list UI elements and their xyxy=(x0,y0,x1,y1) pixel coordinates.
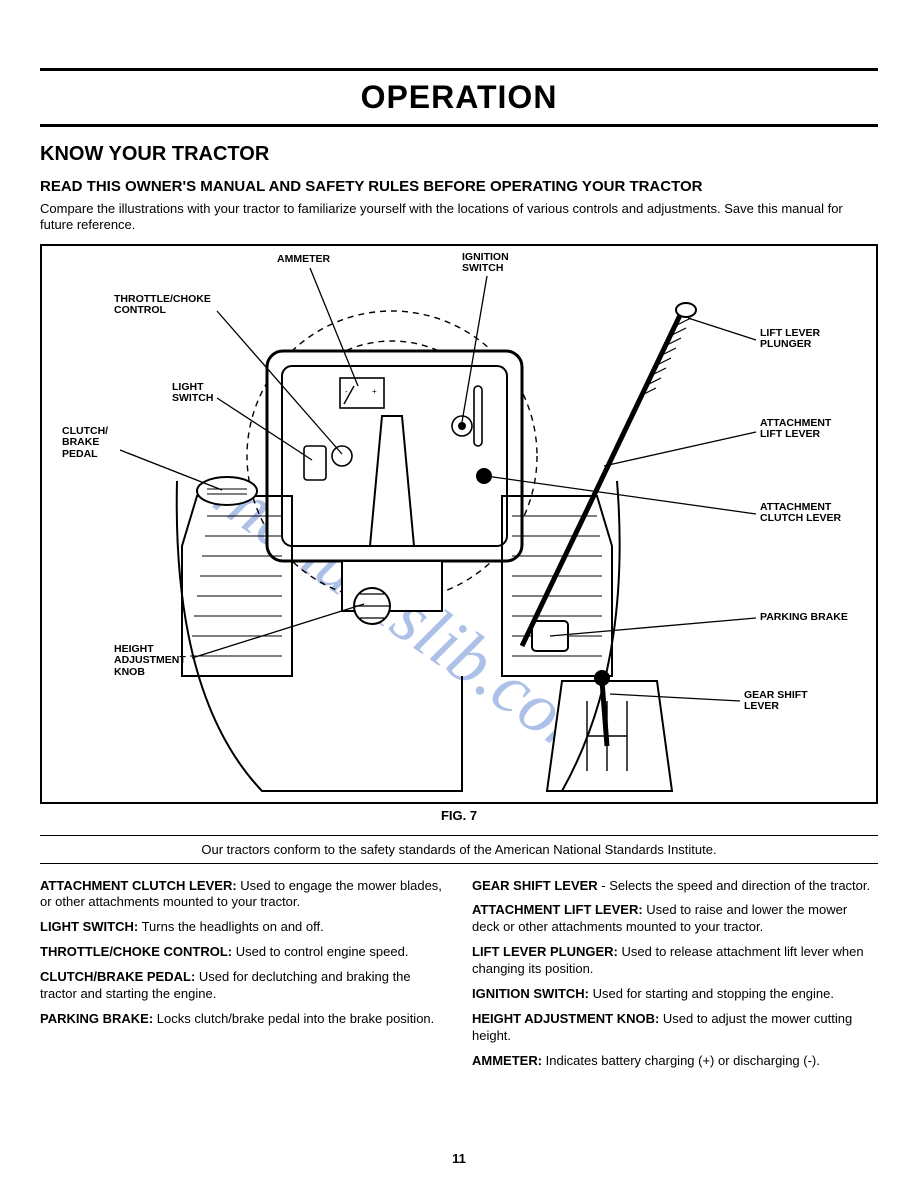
rule-conform-bottom xyxy=(40,863,878,864)
def-item: AMMETER: Indicates battery charging (+) … xyxy=(472,1053,878,1070)
def-item: THROTTLE/CHOKE CONTROL: Used to control … xyxy=(40,944,446,961)
label-light-switch: LIGHT SWITCH xyxy=(172,382,213,405)
def-term: LIGHT SWITCH: xyxy=(40,919,138,934)
svg-text:-: - xyxy=(345,387,348,396)
figure-caption: FIG. 7 xyxy=(40,808,878,823)
definitions-left: ATTACHMENT CLUTCH LEVER: Used to engage … xyxy=(40,878,446,1078)
def-term: LIFT LEVER PLUNGER: xyxy=(472,944,618,959)
def-term: AMMETER: xyxy=(472,1053,542,1068)
def-term: IGNITION SWITCH: xyxy=(472,986,589,1001)
def-item: LIGHT SWITCH: Turns the headlights on an… xyxy=(40,919,446,936)
def-term: CLUTCH/BRAKE PEDAL: xyxy=(40,969,195,984)
def-item: LIFT LEVER PLUNGER: Used to release atta… xyxy=(472,944,878,978)
rule-under-title xyxy=(40,124,878,127)
page-number: 11 xyxy=(0,1151,918,1166)
def-text: Used for starting and stopping the engin… xyxy=(589,986,834,1001)
def-term: PARKING BRAKE: xyxy=(40,1011,153,1026)
label-throttle-choke: THROTTLE/CHOKE CONTROL xyxy=(114,294,211,317)
def-text: - Selects the speed and direction of the… xyxy=(598,878,870,893)
def-item: GEAR SHIFT LEVER - Selects the speed and… xyxy=(472,878,878,895)
def-term: ATTACHMENT CLUTCH LEVER: xyxy=(40,878,237,893)
def-item: ATTACHMENT LIFT LEVER: Used to raise and… xyxy=(472,902,878,936)
label-lift-lever-plunger: LIFT LEVER PLUNGER xyxy=(760,328,820,351)
rule-conform-top xyxy=(40,835,878,836)
def-text: Turns the headlights on and off. xyxy=(138,919,324,934)
def-text: Locks clutch/brake pedal into the brake … xyxy=(153,1011,434,1026)
svg-text:+: + xyxy=(372,387,377,396)
label-attachment-clutch-lever: ATTACHMENT CLUTCH LEVER xyxy=(760,502,841,525)
tractor-diagram: + - xyxy=(42,246,878,804)
def-text: Indicates battery charging (+) or discha… xyxy=(542,1053,820,1068)
def-item: IGNITION SWITCH: Used for starting and s… xyxy=(472,986,878,1003)
label-parking-brake: PARKING BRAKE xyxy=(760,612,848,624)
def-item: HEIGHT ADJUSTMENT KNOB: Used to adjust t… xyxy=(472,1011,878,1045)
page-title: OPERATION xyxy=(40,79,878,116)
label-clutch-brake-pedal: CLUTCH/ BRAKE PEDAL xyxy=(62,426,108,461)
def-item: PARKING BRAKE: Locks clutch/brake pedal … xyxy=(40,1011,446,1028)
def-term: THROTTLE/CHOKE CONTROL: xyxy=(40,944,232,959)
definitions-columns: ATTACHMENT CLUTCH LEVER: Used to engage … xyxy=(40,878,878,1078)
section-heading: KNOW YOUR TRACTOR xyxy=(40,143,878,166)
sub-heading: READ THIS OWNER'S MANUAL AND SAFETY RULE… xyxy=(40,178,878,195)
def-text: Used to control engine speed. xyxy=(232,944,408,959)
def-item: ATTACHMENT CLUTCH LEVER: Used to engage … xyxy=(40,878,446,912)
label-attachment-lift-lever: ATTACHMENT LIFT LEVER xyxy=(760,418,831,441)
def-term: GEAR SHIFT LEVER xyxy=(472,878,598,893)
definitions-right: GEAR SHIFT LEVER - Selects the speed and… xyxy=(472,878,878,1078)
def-term: ATTACHMENT LIFT LEVER: xyxy=(472,902,643,917)
label-ammeter: AMMETER xyxy=(277,254,330,266)
rule-top xyxy=(40,68,878,71)
intro-text: Compare the illustrations with your trac… xyxy=(40,201,878,234)
label-height-knob: HEIGHT ADJUSTMENT KNOB xyxy=(114,644,186,679)
def-item: CLUTCH/BRAKE PEDAL: Used for declutching… xyxy=(40,969,446,1003)
label-gear-shift-lever: GEAR SHIFT LEVER xyxy=(744,690,808,713)
conformance-block: Our tractors conform to the safety stand… xyxy=(40,835,878,864)
label-ignition-switch: IGNITION SWITCH xyxy=(462,252,509,275)
conformance-text: Our tractors conform to the safety stand… xyxy=(40,838,878,861)
figure-box: manualslib.com + - xyxy=(40,244,878,804)
def-term: HEIGHT ADJUSTMENT KNOB: xyxy=(472,1011,659,1026)
